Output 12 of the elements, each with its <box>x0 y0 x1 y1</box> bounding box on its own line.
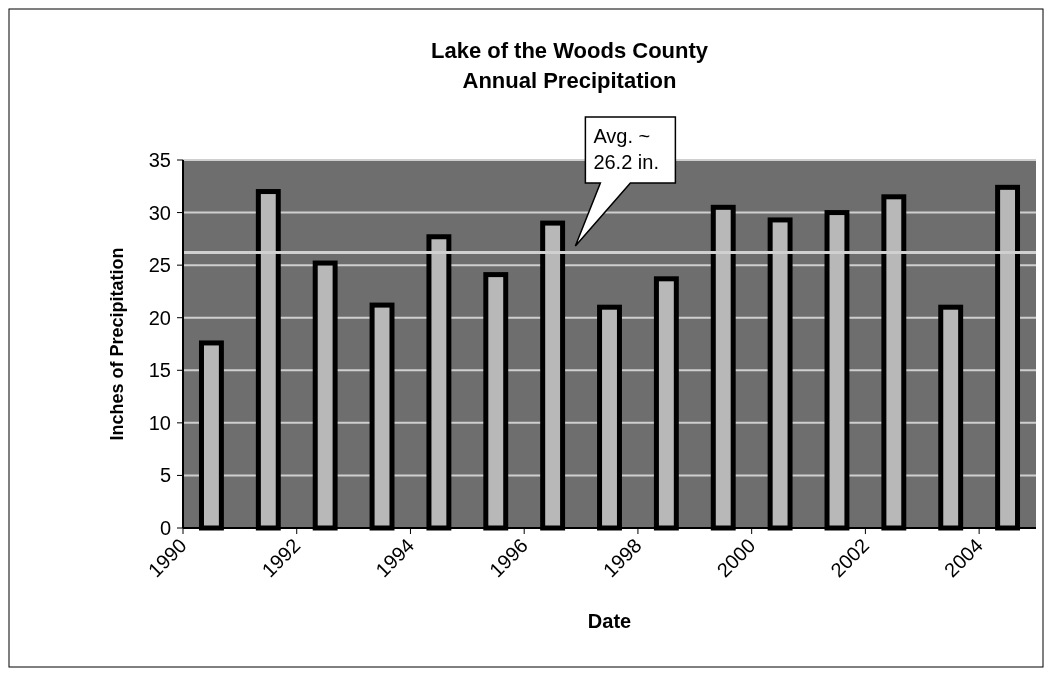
y-tick-label: 0 <box>159 517 171 539</box>
y-tick-label: 20 <box>148 306 171 329</box>
y-tick-label: 10 <box>148 411 171 434</box>
y-tick-label: 35 <box>148 149 171 171</box>
y-tick-label: 30 <box>148 201 171 224</box>
annotation: Avg. ~ 26.2 in. <box>593 125 659 173</box>
chart-title: Lake of the Woods County Annual Precipitation <box>430 38 709 93</box>
x-axis-title: Date <box>587 610 632 632</box>
y-axis-title: Inches of Precipitation <box>107 247 127 441</box>
y-tick-label: 15 <box>148 359 171 382</box>
y-tick-label: 5 <box>159 464 171 487</box>
y-tick-label: 25 <box>148 254 171 277</box>
